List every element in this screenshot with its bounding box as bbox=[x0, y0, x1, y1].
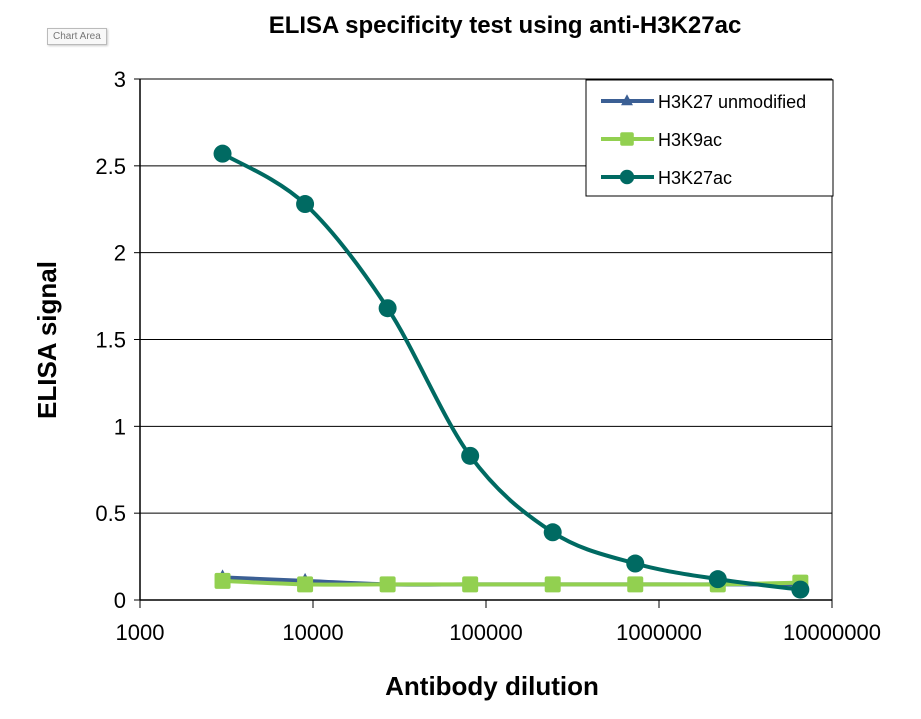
y-tick-label: 0.5 bbox=[95, 501, 126, 526]
legend-marker bbox=[620, 132, 634, 146]
legend-label: H3K27ac bbox=[658, 168, 732, 188]
data-point bbox=[213, 144, 232, 163]
legend-label: H3K27 unmodified bbox=[658, 92, 806, 112]
data-point bbox=[543, 523, 562, 542]
y-tick-label: 2.5 bbox=[95, 154, 126, 179]
chart-title: ELISA specificity test using anti-H3K27a… bbox=[269, 12, 742, 39]
y-tick-label: 1 bbox=[114, 414, 126, 439]
x-tick-label: 10000 bbox=[282, 620, 343, 645]
series-line-h3k9ac bbox=[222, 578, 801, 587]
y-tick-label: 2 bbox=[114, 241, 126, 266]
data-point bbox=[461, 446, 480, 465]
y-tick-label: 1.5 bbox=[95, 328, 126, 353]
legend-marker bbox=[619, 169, 635, 185]
data-point bbox=[378, 299, 397, 318]
y-axis-label: ELISA signal bbox=[32, 261, 62, 419]
data-point bbox=[296, 195, 315, 214]
data-point bbox=[708, 570, 727, 589]
x-tick-label: 10000000 bbox=[783, 620, 881, 645]
legend-marker bbox=[621, 94, 633, 106]
data-point bbox=[626, 554, 645, 573]
data-point bbox=[462, 576, 479, 593]
x-tick-label: 1000000 bbox=[616, 620, 702, 645]
x-tick-label: 1000 bbox=[116, 620, 165, 645]
data-point bbox=[297, 576, 314, 593]
x-axis-label: Antibody dilution bbox=[385, 671, 599, 701]
y-tick-label: 0 bbox=[114, 588, 126, 613]
y-tick-label: 3 bbox=[114, 67, 126, 92]
chart-area-tooltip: Chart Area bbox=[47, 28, 107, 45]
series-line-h3k27ac bbox=[221, 151, 801, 592]
data-point bbox=[791, 580, 810, 599]
x-tick-label: 100000 bbox=[449, 620, 522, 645]
data-point bbox=[627, 576, 644, 593]
data-point bbox=[214, 572, 231, 589]
data-point bbox=[379, 576, 396, 593]
data-point bbox=[544, 576, 561, 593]
legend-label: H3K9ac bbox=[658, 130, 722, 150]
